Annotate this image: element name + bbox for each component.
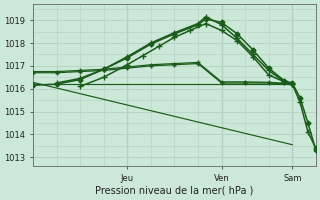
X-axis label: Pression niveau de la mer( hPa ): Pression niveau de la mer( hPa ) xyxy=(95,186,253,196)
